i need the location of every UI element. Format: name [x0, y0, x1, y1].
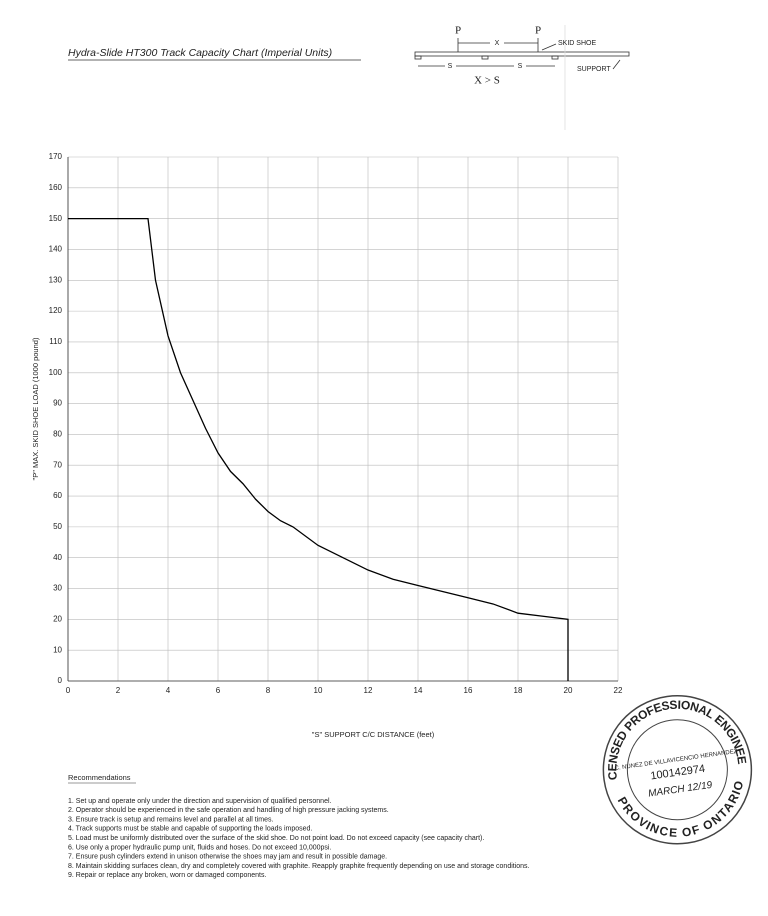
recommendation-item: 3. Ensure track is setup and remains lev… [68, 816, 273, 823]
recommendation-item: 4. Track supports must be stable and cap… [68, 826, 312, 833]
diagram-label: P [455, 25, 461, 37]
y-tick-label: 20 [53, 614, 62, 623]
diagram-label: S [448, 63, 453, 70]
y-tick-label: 70 [53, 460, 62, 469]
x-axis-label: "S" SUPPORT C/C DISTANCE (feet) [312, 730, 435, 739]
y-tick-label: 140 [49, 245, 63, 254]
recommendation-item: 8. Maintain skidding surfaces clean, dry… [68, 863, 530, 870]
diagram-label: P [535, 25, 541, 37]
recommendation-item: 6. Use only a proper hydraulic pump unit… [68, 844, 331, 851]
x-tick-label: 16 [464, 686, 473, 695]
recommendation-item: 1. Set up and operate only under the dir… [68, 798, 332, 805]
y-tick-label: 160 [49, 183, 63, 192]
y-tick-label: 30 [53, 584, 62, 593]
diagram-label: SUPPORT [577, 66, 611, 73]
track [414, 51, 630, 57]
x-tick-label: 2 [116, 686, 121, 695]
x-tick-label: 20 [564, 686, 573, 695]
capacity-line [68, 217, 569, 681]
support-block [414, 55, 422, 60]
y-tick-label: 90 [53, 399, 62, 408]
y-tick-label: 50 [53, 522, 62, 531]
chart-title: Hydra-Slide HT300 Track Capacity Chart (… [68, 47, 332, 59]
recommendation-item: 2. Operator should be experienced in the… [68, 807, 389, 814]
y-tick-label: 150 [49, 214, 63, 223]
support-block [551, 55, 559, 60]
leader [612, 59, 621, 70]
recommendation-item: 7. Ensure push cylinders extend in uniso… [68, 854, 387, 861]
x-tick-label: 12 [364, 686, 373, 695]
stamp-ring [602, 695, 753, 845]
y-tick-label: 80 [53, 430, 62, 439]
y-tick-label: 10 [53, 645, 62, 654]
y-tick-label: 170 [49, 152, 63, 161]
recommendation-item: 5. Load must be uniformly distributed ov… [68, 835, 484, 842]
x-tick-label: 0 [66, 686, 71, 695]
diagram-label: S [518, 63, 523, 70]
recommendations-heading: Recommendations [68, 773, 131, 782]
support-block [481, 55, 489, 60]
y-tick-label: 110 [49, 337, 62, 346]
y-tick-label: 40 [53, 553, 62, 562]
x-tick-label: 6 [216, 686, 221, 695]
leader [541, 43, 557, 51]
x-tick-label: 14 [414, 686, 423, 695]
chart: 0102030405060708090100110120130140150160… [31, 152, 623, 739]
x-tick-label: 18 [514, 686, 523, 695]
y-tick-label: 130 [49, 275, 63, 284]
y-tick-label: 60 [53, 491, 62, 500]
x-tick-label: 8 [266, 686, 271, 695]
y-axis-label: "P" MAX. SKID SHOE LOAD (1000 pound) [31, 337, 40, 480]
x-tick-label: 4 [166, 686, 171, 695]
y-tick-label: 100 [49, 368, 63, 377]
diagram [414, 25, 630, 130]
stamp-ring [626, 719, 728, 821]
stamp-date: MARCH 12/19 [647, 780, 713, 800]
diagram-label: SKID SHOE [558, 40, 596, 47]
x-tick-label: 10 [314, 686, 323, 695]
y-tick-label: 120 [49, 306, 63, 315]
y-tick-label: 0 [58, 676, 63, 685]
recommendations: 1. Set up and operate only under the dir… [68, 798, 530, 879]
diagram-label: X > S [474, 75, 500, 87]
diagram-label: X [495, 40, 500, 47]
recommendation-item: 9. Repair or replace any broken, worn or… [68, 872, 266, 879]
x-tick-label: 22 [614, 686, 623, 695]
